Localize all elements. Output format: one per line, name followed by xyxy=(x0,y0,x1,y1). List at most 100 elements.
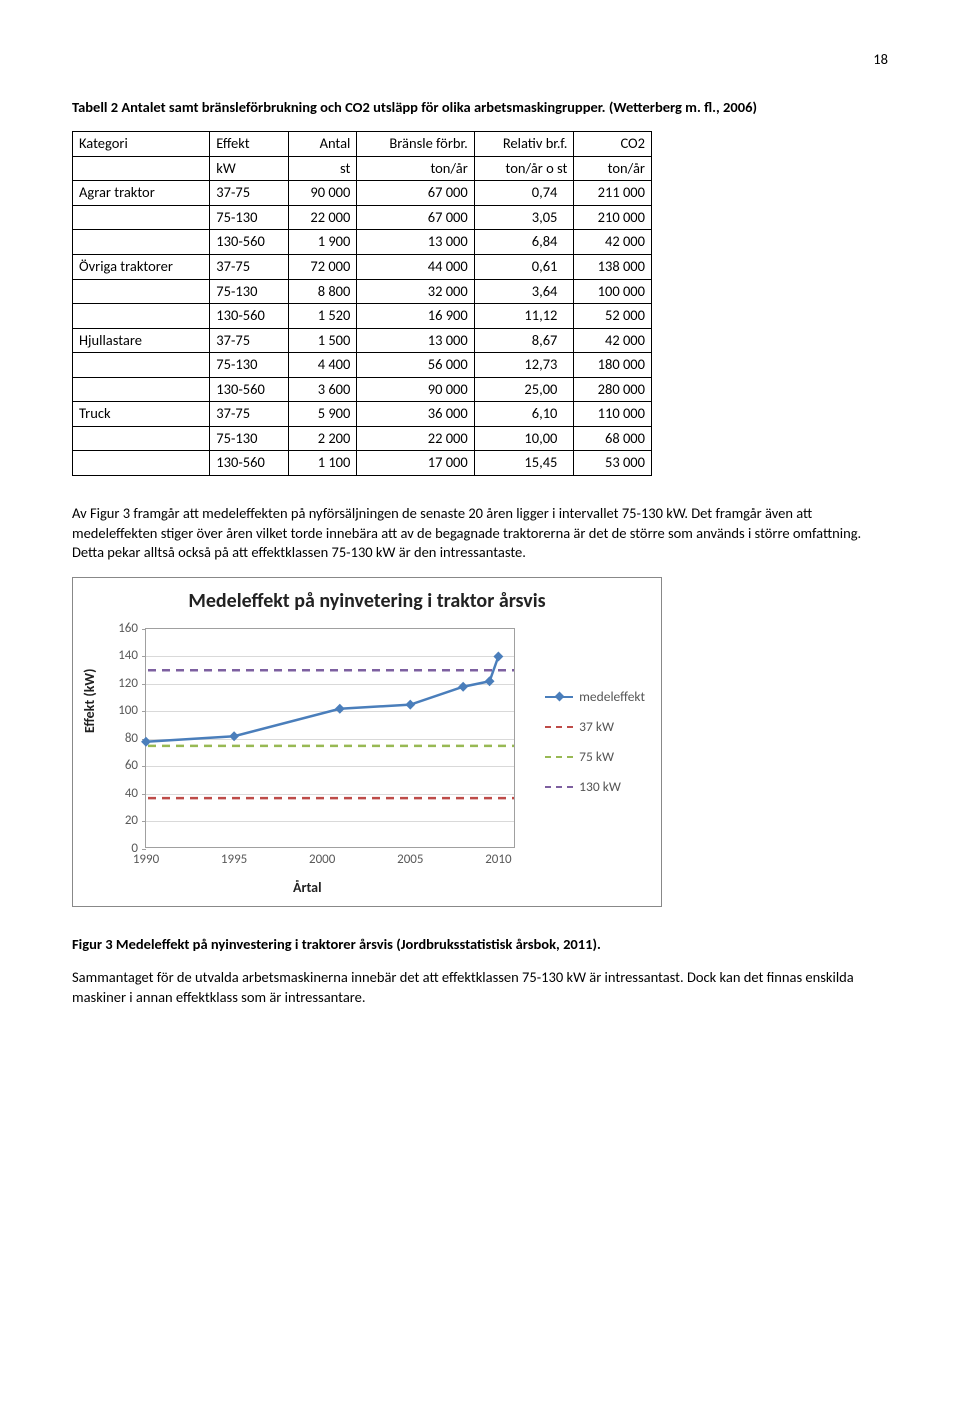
table-cell: 210 000 xyxy=(574,205,652,230)
table-cell: 67 000 xyxy=(357,205,474,230)
table-cell: 180 000 xyxy=(574,353,652,378)
table-cell: 22 000 xyxy=(289,205,357,230)
x-tick-label: 1995 xyxy=(221,851,247,869)
table-cell: 130-560 xyxy=(210,304,289,329)
legend-label: 75 kW xyxy=(579,748,614,766)
table-cell: 37-75 xyxy=(210,181,289,206)
table-cell: 44 000 xyxy=(357,254,474,279)
table-cell: 32 000 xyxy=(357,279,474,304)
y-tick-label: 40 xyxy=(125,785,138,803)
table-cell: 8,67 xyxy=(474,328,574,353)
table-cell xyxy=(73,205,210,230)
table-cell: 75-130 xyxy=(210,426,289,451)
table-cell: 25,00 xyxy=(474,377,574,402)
table-cell: 56 000 xyxy=(357,353,474,378)
table-header-cell: Bränsle förbr. xyxy=(357,132,474,157)
y-tick-label: 80 xyxy=(125,730,138,748)
table-cell: 3,05 xyxy=(474,205,574,230)
table-cell xyxy=(73,451,210,476)
table-cell: 280 000 xyxy=(574,377,652,402)
table-cell: 75-130 xyxy=(210,353,289,378)
table-cell: 1 900 xyxy=(289,230,357,255)
table-header-cell: Effekt xyxy=(210,132,289,157)
table-cell xyxy=(73,426,210,451)
table-cell: 1 100 xyxy=(289,451,357,476)
table-cell: 68 000 xyxy=(574,426,652,451)
table-cell: 15,45 xyxy=(474,451,574,476)
table-cell: 3 600 xyxy=(289,377,357,402)
table-cell: 53 000 xyxy=(574,451,652,476)
table-cell: 22 000 xyxy=(357,426,474,451)
table-cell: Hjullastare xyxy=(73,328,210,353)
table-cell: 90 000 xyxy=(289,181,357,206)
table-cell: 37-75 xyxy=(210,254,289,279)
table-cell: 16 900 xyxy=(357,304,474,329)
table-cell xyxy=(73,230,210,255)
table-cell: 110 000 xyxy=(574,402,652,427)
figure-caption: Figur 3 Medeleffekt på nyinvestering i t… xyxy=(72,935,888,955)
table-cell: 138 000 xyxy=(574,254,652,279)
chart-legend: medeleffekt 37 kW 75 kW 130 kW xyxy=(545,688,645,809)
table-cell xyxy=(73,279,210,304)
table-cell: 100 000 xyxy=(574,279,652,304)
table-header-cell: Kategori xyxy=(73,132,210,157)
paragraph-1: Av Figur 3 framgår att medeleffekten på … xyxy=(72,504,888,563)
plot-area: 0204060801001201401601990199520002005201… xyxy=(145,628,515,848)
table-cell: 211 000 xyxy=(574,181,652,206)
y-tick-label: 140 xyxy=(118,647,138,665)
table-header-cell: Relativ br.f. xyxy=(474,132,574,157)
table-cell: 42 000 xyxy=(574,230,652,255)
x-tick-label: 2000 xyxy=(309,851,335,869)
table-cell: 12,73 xyxy=(474,353,574,378)
table-cell: 3,64 xyxy=(474,279,574,304)
table-cell: 130-560 xyxy=(210,451,289,476)
legend-item: 130 kW xyxy=(545,778,645,796)
table-cell: 13 000 xyxy=(357,230,474,255)
chart-container: Medeleffekt på nyinvetering i traktor år… xyxy=(72,577,662,907)
chart-title: Medeleffekt på nyinvetering i traktor år… xyxy=(73,588,661,615)
y-tick-label: 100 xyxy=(118,702,138,720)
legend-label: medeleffekt xyxy=(579,688,645,706)
table-cell: 90 000 xyxy=(357,377,474,402)
x-tick-label: 2005 xyxy=(397,851,423,869)
data-table: KategoriEffektAntalBränsle förbr.Relativ… xyxy=(72,131,652,476)
legend-item: 37 kW xyxy=(545,718,645,736)
y-axis-label: Effekt (kW) xyxy=(81,668,100,732)
y-tick-label: 160 xyxy=(118,620,138,638)
table-cell: 37-75 xyxy=(210,402,289,427)
legend-label: 37 kW xyxy=(579,718,614,736)
table-header-cell: CO2 xyxy=(574,132,652,157)
table-subheader-cell: st xyxy=(289,156,357,181)
table-cell: 72 000 xyxy=(289,254,357,279)
y-tick-label: 60 xyxy=(125,757,138,775)
table-cell: 67 000 xyxy=(357,181,474,206)
table-cell: 1 500 xyxy=(289,328,357,353)
table-cell: 0,61 xyxy=(474,254,574,279)
table-cell: 6,10 xyxy=(474,402,574,427)
table-cell: Agrar traktor xyxy=(73,181,210,206)
table-cell: Truck xyxy=(73,402,210,427)
table-subheader-cell: kW xyxy=(210,156,289,181)
table-subheader-cell xyxy=(73,156,210,181)
table-cell: 1 520 xyxy=(289,304,357,329)
table-cell: 75-130 xyxy=(210,279,289,304)
table-subheader-cell: ton/år xyxy=(357,156,474,181)
table-cell: 13 000 xyxy=(357,328,474,353)
table-cell: 37-75 xyxy=(210,328,289,353)
table-cell xyxy=(73,304,210,329)
table-subheader-cell: ton/år o st xyxy=(474,156,574,181)
table-cell: 10,00 xyxy=(474,426,574,451)
x-tick-label: 2010 xyxy=(485,851,511,869)
table-subheader-cell: ton/år xyxy=(574,156,652,181)
table-cell: 75-130 xyxy=(210,205,289,230)
x-tick-label: 1990 xyxy=(133,851,159,869)
table-cell: 5 900 xyxy=(289,402,357,427)
table-cell: 2 200 xyxy=(289,426,357,451)
table-cell: 0,74 xyxy=(474,181,574,206)
table-cell: Övriga traktorer xyxy=(73,254,210,279)
y-tick-label: 20 xyxy=(125,812,138,830)
table-cell: 36 000 xyxy=(357,402,474,427)
legend-item: 75 kW xyxy=(545,748,645,766)
page-number: 18 xyxy=(72,50,888,70)
table-cell: 130-560 xyxy=(210,377,289,402)
